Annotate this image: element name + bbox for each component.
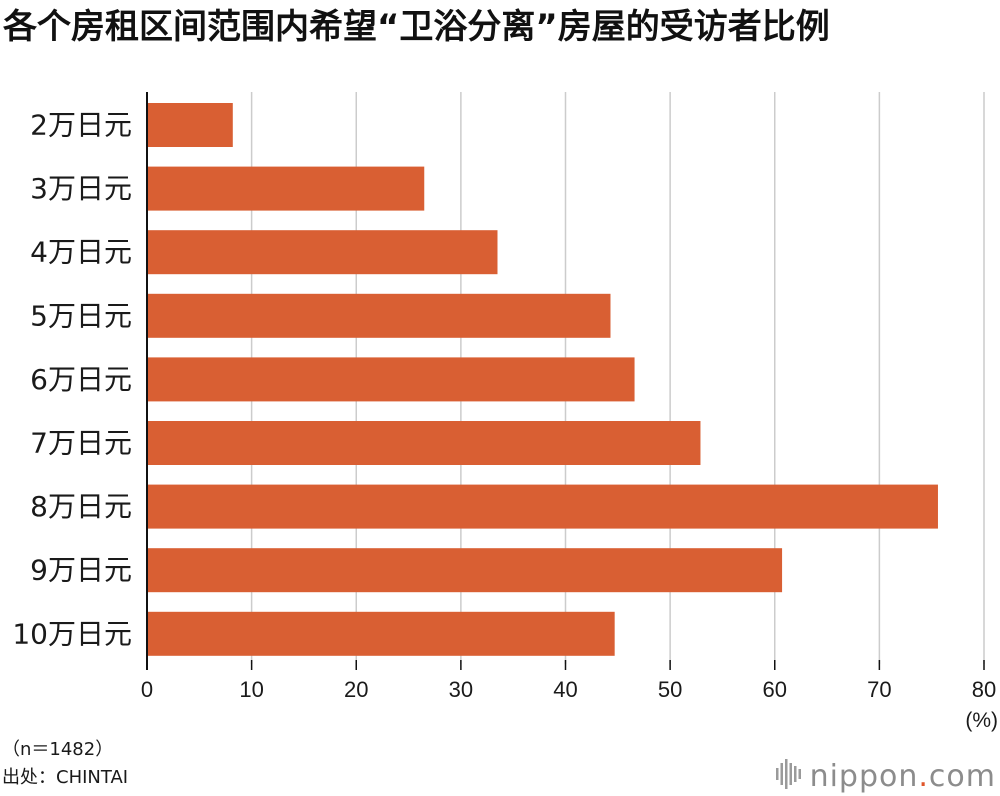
bar-6: [147, 421, 701, 465]
category-label-8: 9万日元: [30, 554, 132, 587]
x-tick-label-60: 60: [763, 677, 787, 702]
nippon-logo: nippon.com: [776, 759, 996, 794]
bar-3: [147, 230, 498, 275]
x-tick-label-20: 20: [344, 677, 368, 702]
x-tick-label-80: 80: [972, 677, 996, 702]
x-tick-label-0: 0: [141, 677, 153, 702]
bar-4: [147, 293, 611, 338]
x-tick-label-70: 70: [867, 677, 891, 702]
x-tick-label-40: 40: [553, 677, 577, 702]
bar-9: [147, 611, 615, 656]
logo-dot: .: [918, 759, 929, 794]
chart-title: 各个房租区间范围内希望“卫浴分离”房屋的受访者比例: [3, 7, 830, 47]
category-label-4: 5万日元: [30, 299, 132, 332]
x-tick-label-50: 50: [658, 677, 682, 702]
category-label-2: 3万日元: [30, 172, 132, 205]
bar-1: [147, 103, 233, 147]
bar-8: [147, 548, 783, 593]
bar-7: [147, 484, 938, 529]
x-tick-label-10: 10: [239, 677, 263, 702]
logo-name: nippon: [810, 759, 919, 794]
category-label-6: 7万日元: [30, 427, 132, 460]
x-tick-label-30: 30: [449, 677, 473, 702]
bar-5: [147, 357, 635, 402]
bars: [147, 103, 938, 656]
x-axis-unit-label: (%): [965, 709, 998, 732]
sample-size-note: （n＝1482）: [2, 739, 113, 760]
category-labels: 2万日元 3万日元 4万日元 5万日元 6万日元 7万日元 8万日元 9万日元 10万日元: [12, 109, 132, 651]
category-label-1: 2万日元: [30, 109, 132, 142]
x-axis: 0 10 20 30 40 50 60 70 80: [141, 660, 996, 702]
sound-bars-icon: [776, 759, 801, 789]
logo-wordmark: nippon.com: [810, 759, 996, 794]
source-note: 出处：CHINTAI: [2, 767, 128, 788]
category-label-5: 6万日元: [30, 363, 132, 396]
bar-2: [147, 166, 425, 211]
logo-tld: com: [929, 759, 996, 794]
category-label-3: 4万日元: [30, 236, 132, 269]
category-label-7: 8万日元: [30, 490, 132, 523]
category-label-9: 10万日元: [12, 617, 132, 650]
